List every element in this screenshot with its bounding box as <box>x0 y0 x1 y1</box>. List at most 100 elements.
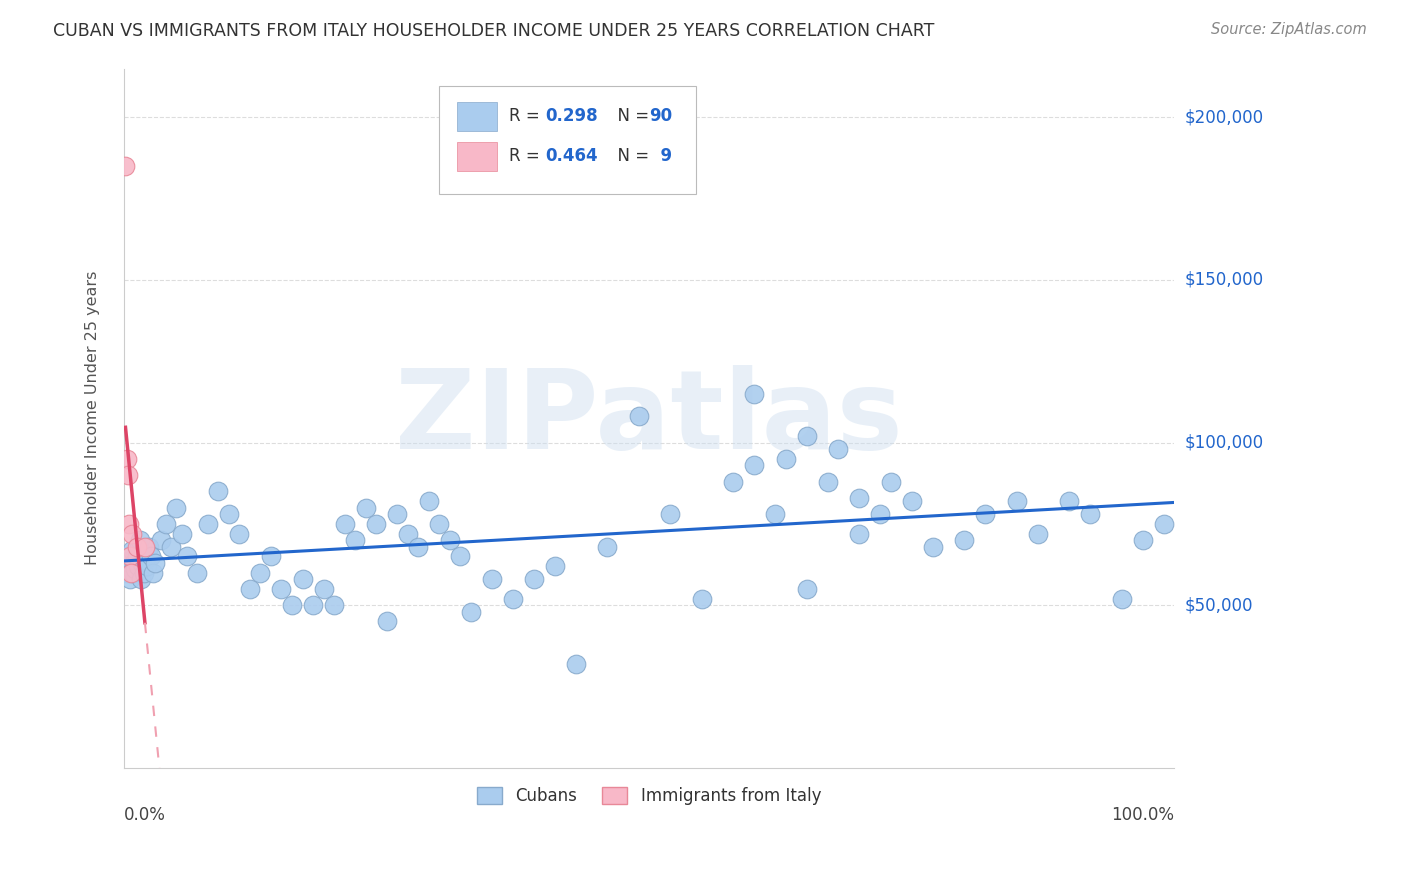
Point <box>827 442 849 456</box>
Point <box>721 475 744 489</box>
Y-axis label: Householder Income Under 25 years: Householder Income Under 25 years <box>86 271 100 566</box>
Point <box>260 549 283 564</box>
Point <box>742 386 765 401</box>
Text: 100.0%: 100.0% <box>1111 806 1174 824</box>
Point <box>817 475 839 489</box>
Point <box>142 566 165 580</box>
Point <box>1005 494 1028 508</box>
Point <box>114 159 136 173</box>
FancyBboxPatch shape <box>457 142 496 171</box>
Point <box>375 615 398 629</box>
Point <box>124 562 146 576</box>
Point <box>742 458 765 473</box>
Text: 9: 9 <box>650 147 672 165</box>
Point <box>117 549 139 564</box>
Point <box>418 494 440 508</box>
Point <box>1080 507 1102 521</box>
Point <box>502 591 524 606</box>
Point <box>564 657 586 671</box>
Point <box>165 500 187 515</box>
Point <box>523 572 546 586</box>
Point <box>312 582 335 596</box>
Point <box>117 516 139 531</box>
Text: 90: 90 <box>650 107 672 125</box>
Point <box>136 559 159 574</box>
Point <box>627 409 650 424</box>
Point <box>125 549 148 564</box>
Text: R =: R = <box>509 107 546 125</box>
Point <box>921 540 943 554</box>
Point <box>120 566 142 580</box>
Point <box>121 526 143 541</box>
Point <box>160 540 183 554</box>
Point <box>134 552 156 566</box>
Point <box>1132 533 1154 547</box>
Point <box>207 484 229 499</box>
Point <box>796 429 818 443</box>
Point <box>1153 516 1175 531</box>
Text: $200,000: $200,000 <box>1185 108 1264 127</box>
Text: Source: ZipAtlas.com: Source: ZipAtlas.com <box>1211 22 1367 37</box>
Point <box>197 516 219 531</box>
Point <box>291 572 314 586</box>
Point <box>690 591 713 606</box>
Point <box>439 533 461 547</box>
Point <box>406 540 429 554</box>
Point <box>869 507 891 521</box>
Point <box>460 605 482 619</box>
Point <box>118 559 141 574</box>
Point <box>763 507 786 521</box>
Point <box>1111 591 1133 606</box>
Text: N =: N = <box>607 147 655 165</box>
Point <box>848 526 870 541</box>
Point <box>128 533 150 547</box>
Text: $100,000: $100,000 <box>1185 434 1264 451</box>
Point <box>120 552 142 566</box>
Point <box>344 533 367 547</box>
Point <box>596 540 619 554</box>
Point <box>132 546 155 560</box>
Point <box>218 507 240 521</box>
Point <box>775 451 797 466</box>
Point <box>302 598 325 612</box>
Text: 0.0%: 0.0% <box>124 806 166 824</box>
Text: 0.464: 0.464 <box>546 147 598 165</box>
Point <box>249 566 271 580</box>
Point <box>364 516 387 531</box>
Point <box>141 549 163 564</box>
Point <box>134 540 156 554</box>
Point <box>848 491 870 505</box>
Point <box>115 556 138 570</box>
Point <box>131 556 153 570</box>
Point <box>1026 526 1049 541</box>
Text: 0.298: 0.298 <box>546 107 598 125</box>
Point <box>659 507 682 521</box>
Point <box>323 598 346 612</box>
Text: N =: N = <box>607 107 655 125</box>
Point <box>449 549 471 564</box>
Point <box>1059 494 1081 508</box>
Point <box>880 475 903 489</box>
FancyBboxPatch shape <box>457 102 496 131</box>
Point <box>125 540 148 554</box>
Point <box>127 559 149 574</box>
Point <box>270 582 292 596</box>
Text: ZIPatlas: ZIPatlas <box>395 365 903 472</box>
Point <box>124 556 146 570</box>
Point <box>129 572 152 586</box>
Point <box>228 526 250 541</box>
Point <box>281 598 304 612</box>
Legend: Cubans, Immigrants from Italy: Cubans, Immigrants from Italy <box>471 780 828 812</box>
Point <box>132 566 155 580</box>
Point <box>170 526 193 541</box>
Point <box>901 494 924 508</box>
Point <box>128 540 150 554</box>
Point <box>354 500 377 515</box>
Point <box>796 582 818 596</box>
Text: $150,000: $150,000 <box>1185 271 1264 289</box>
Point <box>121 542 143 557</box>
Point <box>122 566 145 580</box>
Point <box>481 572 503 586</box>
Text: CUBAN VS IMMIGRANTS FROM ITALY HOUSEHOLDER INCOME UNDER 25 YEARS CORRELATION CHA: CUBAN VS IMMIGRANTS FROM ITALY HOUSEHOLD… <box>53 22 935 40</box>
Point <box>149 533 172 547</box>
